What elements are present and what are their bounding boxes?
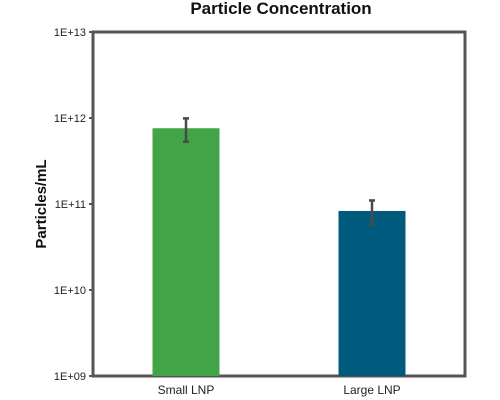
bar — [152, 128, 220, 376]
y-tick-label: 1E+12 — [54, 113, 86, 125]
y-axis-label: Particles/mL — [33, 159, 50, 248]
x-category-label: Large LNP — [343, 383, 400, 397]
x-category-label: Small LNP — [158, 383, 215, 397]
y-tick-label: 1E+10 — [54, 285, 86, 297]
y-tick-label: 1E+11 — [55, 199, 86, 211]
bar — [338, 210, 406, 376]
plot-frame — [91, 30, 467, 378]
y-tick-label: 1E+09 — [54, 371, 86, 383]
chart-title: Particle Concentration — [190, 0, 371, 18]
y-tick-label: 1E+13 — [54, 27, 86, 39]
